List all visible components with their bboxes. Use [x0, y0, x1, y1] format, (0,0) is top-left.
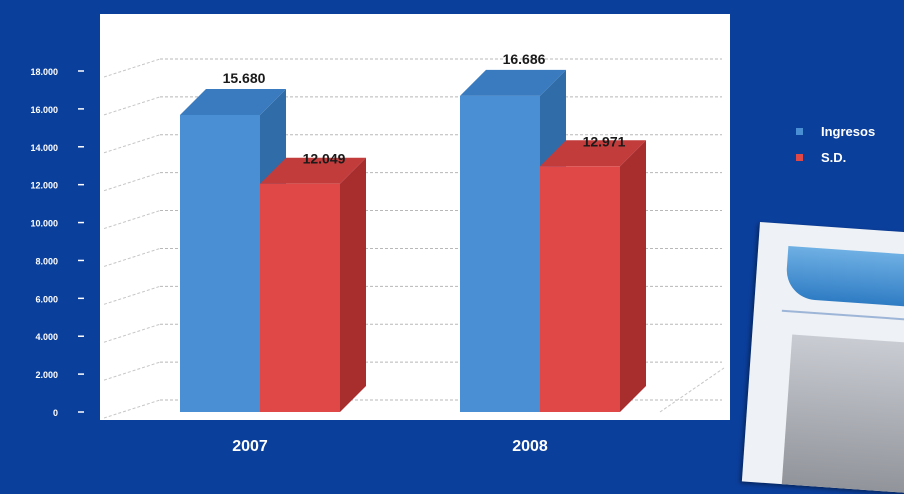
report-cover-image [741, 222, 904, 494]
bar-side [340, 157, 366, 412]
bar-chart: 0 2.000 4.000 6.000 8.000 10.000 12.000 14.000 1… [30, 14, 730, 454]
legend: Ingresos S.D. [796, 118, 875, 170]
bar [180, 114, 260, 412]
bar [260, 183, 340, 412]
y-tick-label: 0 [53, 408, 58, 418]
bar-top [540, 140, 646, 167]
x-axis: 2007 2008 [232, 438, 548, 454]
legend-label-ingresos: Ingresos [821, 123, 876, 139]
bar-top [260, 157, 366, 184]
bar-top [180, 88, 286, 115]
bar-side [620, 140, 646, 412]
legend-item-sd: S.D. [796, 144, 875, 170]
cover-banner [784, 246, 904, 309]
x-tick-label: 2007 [232, 438, 268, 454]
y-tick-label: 12.000 [30, 181, 58, 191]
bar [460, 95, 540, 412]
bar-top [460, 69, 566, 96]
y-tick-label: 16.000 [30, 105, 58, 115]
x-tick-label: 2008 [512, 438, 548, 454]
legend-swatch-sd [796, 153, 803, 161]
bars: 15.680 12.049 16.686 12.971 [180, 51, 646, 412]
bar [540, 166, 620, 412]
y-tick-label: 4.000 [35, 332, 58, 342]
y-tick-label: 6.000 [35, 294, 58, 304]
y-axis: 0 2.000 4.000 6.000 8.000 10.000 12.000 14.000 1… [30, 67, 84, 418]
data-label: 12.049 [303, 151, 346, 167]
y-tick-label: 18.000 [30, 67, 58, 77]
cover-photo [781, 334, 904, 494]
floor-edge [659, 367, 725, 413]
gridlines [103, 58, 725, 419]
data-label: 16.686 [503, 51, 546, 67]
legend-label-sd: S.D. [821, 149, 847, 165]
cover-divider [781, 309, 904, 323]
data-label: 15.680 [223, 70, 266, 86]
y-tick-label: 10.000 [30, 219, 58, 229]
y-tick-label: 14.000 [30, 143, 58, 153]
y-tick-label: 8.000 [35, 256, 58, 266]
y-tick-label: 2.000 [35, 370, 58, 380]
legend-item-ingresos: Ingresos [796, 118, 875, 144]
legend-swatch-ingresos [796, 127, 803, 135]
data-label: 12.971 [583, 133, 626, 149]
